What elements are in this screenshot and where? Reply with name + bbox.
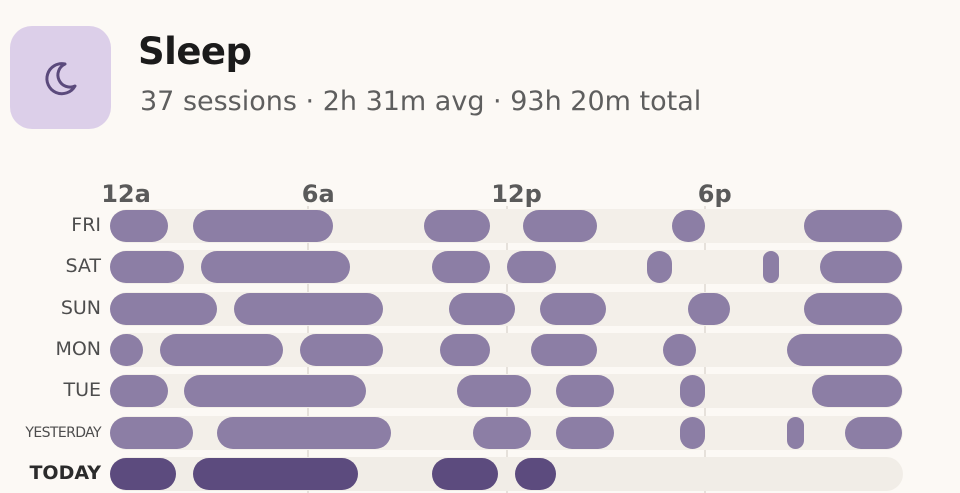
sleep-session-bar[interactable] xyxy=(688,293,730,325)
moon-icon xyxy=(44,61,76,95)
sleep-session-bar[interactable] xyxy=(110,293,218,325)
time-tick-label: 12a xyxy=(101,180,151,208)
sleep-session-bar[interactable] xyxy=(787,334,903,366)
sleep-session-bar[interactable] xyxy=(159,334,284,366)
sleep-session-bar[interactable] xyxy=(110,458,177,490)
sleep-session-bar[interactable] xyxy=(473,417,532,449)
sleep-session-bar[interactable] xyxy=(110,251,185,283)
sleep-session-bar[interactable] xyxy=(556,375,614,407)
sleep-session-bar[interactable] xyxy=(820,251,903,283)
day-label: SUN xyxy=(60,297,101,319)
sleep-session-bar[interactable] xyxy=(217,417,391,449)
day-label: YESTERDAY xyxy=(25,425,101,441)
sleep-session-bar[interactable] xyxy=(646,251,672,283)
sleep-session-bar[interactable] xyxy=(663,334,697,366)
sleep-session-bar[interactable] xyxy=(803,210,903,242)
sleep-session-bar[interactable] xyxy=(679,417,705,449)
sleep-session-bar[interactable] xyxy=(110,334,144,366)
sleep-session-bar[interactable] xyxy=(803,293,903,325)
sleep-session-bar[interactable] xyxy=(184,375,367,407)
day-label: TUE xyxy=(63,379,101,401)
sleep-session-bar[interactable] xyxy=(440,334,490,366)
sleep-session-bar[interactable] xyxy=(299,334,383,366)
sleep-session-bar[interactable] xyxy=(110,417,193,449)
sleep-session-bar[interactable] xyxy=(523,210,598,242)
sleep-session-bar[interactable] xyxy=(110,375,168,407)
time-tick-label: 12p xyxy=(491,180,542,208)
sleep-session-bar[interactable] xyxy=(432,458,499,490)
sleep-session-bar[interactable] xyxy=(812,375,903,407)
day-label: MON xyxy=(55,338,101,360)
sleep-session-bar[interactable] xyxy=(679,375,705,407)
sleep-app-icon xyxy=(10,26,111,129)
sleep-summary: 37 sessions · 2h 31m avg · 93h 20m total xyxy=(140,86,702,117)
sleep-session-bar[interactable] xyxy=(200,251,350,283)
sleep-session-bar[interactable] xyxy=(456,375,532,407)
sleep-session-bar[interactable] xyxy=(556,417,614,449)
sleep-session-bar[interactable] xyxy=(192,458,358,490)
day-label: TODAY xyxy=(29,462,101,484)
sleep-session-bar[interactable] xyxy=(531,334,598,366)
sleep-session-bar[interactable] xyxy=(762,251,780,283)
sleep-session-bar[interactable] xyxy=(671,210,705,242)
sleep-session-bar[interactable] xyxy=(514,458,557,490)
sleep-session-bar[interactable] xyxy=(448,293,515,325)
sleep-session-bar[interactable] xyxy=(423,210,490,242)
sleep-session-bar[interactable] xyxy=(233,293,383,325)
sleep-session-bar[interactable] xyxy=(787,417,804,449)
time-tick-label: 6p xyxy=(697,180,732,208)
day-label: FRI xyxy=(71,214,101,236)
sleep-session-bar[interactable] xyxy=(192,210,334,242)
sleep-session-bar[interactable] xyxy=(110,210,168,242)
sleep-session-bar[interactable] xyxy=(845,417,903,449)
sleep-session-bar[interactable] xyxy=(432,251,490,283)
page-title: Sleep xyxy=(138,30,252,73)
sleep-session-bar[interactable] xyxy=(539,293,606,325)
time-tick-label: 6a xyxy=(301,180,335,208)
day-label: SAT xyxy=(65,255,101,277)
sleep-session-bar[interactable] xyxy=(506,251,557,283)
